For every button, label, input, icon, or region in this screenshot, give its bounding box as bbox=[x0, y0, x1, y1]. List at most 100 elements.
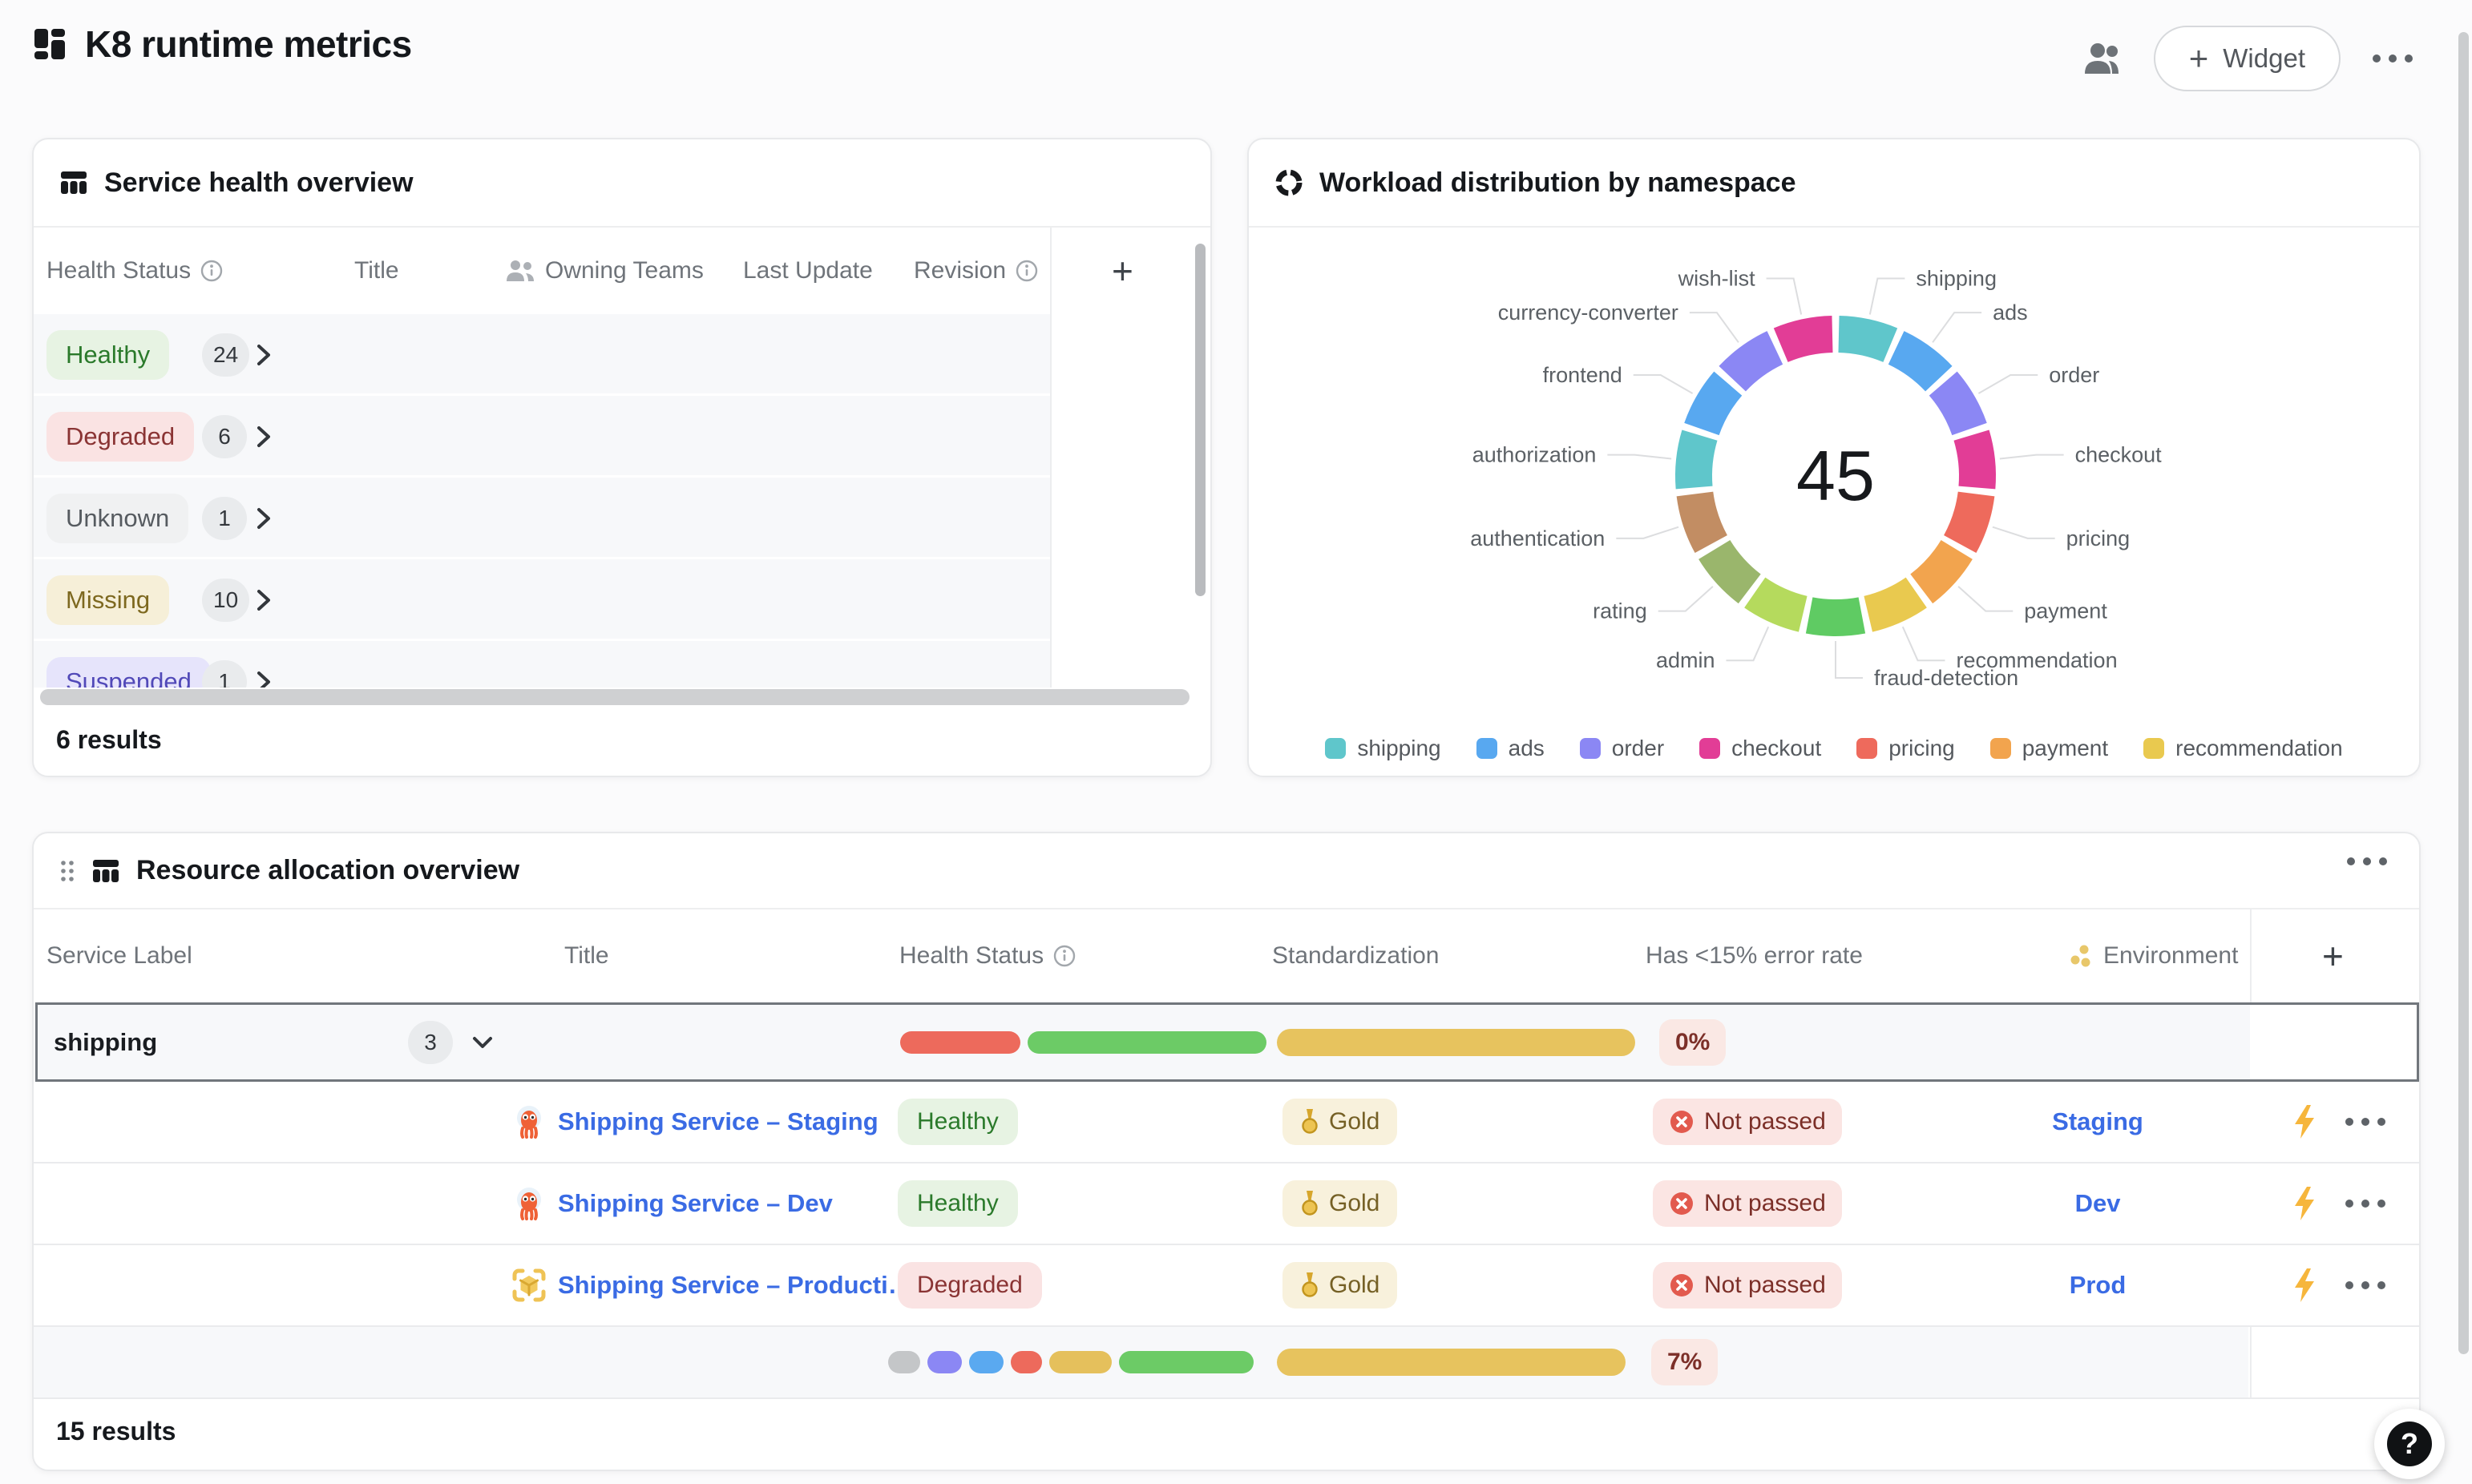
service-link[interactable]: Shipping Service – Staging bbox=[558, 1107, 879, 1136]
chevron-right-icon[interactable] bbox=[255, 668, 273, 688]
donut-segment-currency-converter[interactable] bbox=[1732, 348, 1775, 379]
col-health-status[interactable]: Health Status bbox=[46, 257, 223, 284]
legend-item-payment[interactable]: payment bbox=[1990, 736, 2108, 761]
col-last-update[interactable]: Last Update bbox=[743, 257, 873, 284]
health-group-row[interactable]: Suspended 1 bbox=[34, 641, 1210, 688]
help-button[interactable]: ? bbox=[2374, 1409, 2445, 1479]
chevron-right-icon[interactable] bbox=[255, 505, 273, 532]
resource-allocation-header: Resource allocation overview bbox=[34, 833, 2419, 909]
donut-segment-frontend[interactable] bbox=[1702, 384, 1728, 429]
health-group-row[interactable]: Unknown 1 bbox=[34, 478, 1210, 559]
legend-item-order[interactable]: order bbox=[1580, 736, 1664, 761]
label-leader-line bbox=[1836, 641, 1863, 678]
label-leader-line bbox=[1690, 313, 1739, 342]
page-more-menu[interactable] bbox=[2373, 54, 2413, 63]
legend-item-recommendation[interactable]: recommendation bbox=[2143, 736, 2343, 761]
lightning-icon[interactable] bbox=[2291, 1267, 2318, 1304]
health-distribution-pill bbox=[888, 1351, 920, 1373]
page-scrollbar[interactable] bbox=[2458, 32, 2469, 1354]
donut-segment-payment[interactable] bbox=[1921, 550, 1957, 589]
legend-item-ads[interactable]: ads bbox=[1476, 736, 1545, 761]
service-row[interactable]: Shipping Service – Staging Healthy Gold … bbox=[34, 1082, 2419, 1163]
col-owning-teams[interactable]: Owning Teams bbox=[505, 257, 704, 284]
donut-segment-order[interactable] bbox=[1943, 384, 1969, 429]
horizontal-scrollbar[interactable] bbox=[40, 689, 1190, 705]
environment-link[interactable]: Dev bbox=[2001, 1189, 2194, 1218]
page-header: K8 runtime metrics + Widget bbox=[32, 22, 2440, 95]
health-badge: Healthy bbox=[898, 1099, 1018, 1145]
col-service-label[interactable]: Service Label bbox=[46, 942, 192, 970]
donut-segment-ads[interactable] bbox=[1896, 348, 1939, 379]
health-distribution-pill bbox=[927, 1351, 962, 1373]
col-health-status[interactable]: Health Status bbox=[899, 942, 1076, 970]
donut-segment-admin[interactable] bbox=[1755, 593, 1803, 615]
col-revision[interactable]: Revision bbox=[914, 257, 1038, 284]
vertical-scrollbar[interactable] bbox=[1195, 244, 1206, 596]
medal-icon bbox=[1300, 1272, 1319, 1299]
lightning-icon[interactable] bbox=[2291, 1185, 2318, 1222]
service-row[interactable]: Shipping Service – Dev Healthy Gold Not … bbox=[34, 1163, 2419, 1245]
health-group-row[interactable]: Missing 10 bbox=[34, 559, 1210, 641]
legend-label: pricing bbox=[1888, 736, 1954, 761]
label-leader-line bbox=[1933, 313, 1981, 342]
donut-segment-wish-list[interactable] bbox=[1781, 334, 1832, 345]
environment-link[interactable]: Prod bbox=[2001, 1271, 2194, 1300]
resource-allocation-title: Resource allocation overview bbox=[136, 855, 519, 886]
legend-swatch bbox=[1325, 738, 1346, 759]
legend-swatch bbox=[1476, 738, 1497, 759]
widget-more-menu[interactable] bbox=[2347, 857, 2387, 865]
question-mark-icon: ? bbox=[2387, 1421, 2432, 1466]
service-link[interactable]: Shipping Service – Producti… bbox=[558, 1271, 913, 1300]
drag-handle-icon[interactable] bbox=[59, 859, 75, 883]
row-more-menu[interactable] bbox=[2345, 1281, 2385, 1289]
add-column-button[interactable]: + bbox=[2322, 934, 2344, 978]
health-group-row[interactable]: Degraded 6 bbox=[34, 396, 1210, 478]
legend-item-pricing[interactable]: pricing bbox=[1856, 736, 1954, 761]
donut-segment-fraud-detection[interactable] bbox=[1809, 615, 1862, 618]
legend-label: payment bbox=[2022, 736, 2108, 761]
add-widget-button[interactable]: + Widget bbox=[2154, 26, 2341, 91]
lightning-icon[interactable] bbox=[2291, 1103, 2318, 1140]
info-icon bbox=[1053, 945, 1076, 967]
donut-segment-recommendation[interactable] bbox=[1868, 593, 1917, 615]
row-more-menu[interactable] bbox=[2345, 1200, 2385, 1208]
col-error-rate[interactable]: Has <15% error rate bbox=[1646, 942, 1863, 970]
status-badge: Missing bbox=[46, 575, 169, 625]
workload-chart-widget: Workload distribution by namespace shipp… bbox=[1247, 138, 2421, 777]
label-leader-line bbox=[1870, 279, 1905, 315]
legend-swatch bbox=[1580, 738, 1601, 759]
team-icon bbox=[505, 260, 535, 282]
count-badge: 6 bbox=[202, 415, 247, 458]
count-badge: 10 bbox=[202, 579, 249, 622]
environment-link[interactable]: Staging bbox=[2001, 1107, 2194, 1136]
col-title[interactable]: Title bbox=[564, 942, 609, 970]
donut-segment-shipping[interactable] bbox=[1839, 334, 1890, 345]
col-environment[interactable]: Environment bbox=[2068, 942, 2238, 970]
table-icon bbox=[59, 168, 88, 197]
donut-label-pricing: pricing bbox=[2066, 526, 2131, 550]
label-leader-line bbox=[1958, 587, 2013, 611]
label-leader-line bbox=[1978, 375, 2038, 393]
col-title[interactable]: Title bbox=[354, 257, 399, 284]
health-badge: Degraded bbox=[898, 1262, 1042, 1309]
label-leader-line bbox=[1616, 527, 1678, 538]
chevron-right-icon[interactable] bbox=[255, 341, 273, 369]
count-badge: 3 bbox=[408, 1021, 453, 1064]
donut-segment-rating[interactable] bbox=[1715, 550, 1750, 589]
legend-item-shipping[interactable]: shipping bbox=[1325, 736, 1440, 761]
group-row-partial[interactable]: 7% bbox=[34, 1327, 2419, 1397]
legend-item-checkout[interactable]: checkout bbox=[1699, 736, 1821, 761]
chevron-down-icon[interactable] bbox=[471, 1034, 495, 1050]
service-link[interactable]: Shipping Service – Dev bbox=[558, 1189, 833, 1218]
people-icon[interactable] bbox=[2082, 42, 2122, 75]
health-group-row[interactable]: Healthy 24 bbox=[34, 314, 1210, 396]
chevron-right-icon[interactable] bbox=[255, 587, 273, 614]
health-distribution-pill bbox=[900, 1031, 1020, 1054]
group-row-shipping[interactable]: shipping 3 0% bbox=[35, 1002, 2419, 1082]
legend-label: checkout bbox=[1731, 736, 1821, 761]
service-row[interactable]: Shipping Service – Producti… Degraded Go… bbox=[34, 1245, 2419, 1327]
add-column-button[interactable]: + bbox=[1112, 249, 1133, 292]
chevron-right-icon[interactable] bbox=[255, 423, 273, 450]
row-more-menu[interactable] bbox=[2345, 1118, 2385, 1126]
col-standardization[interactable]: Standardization bbox=[1272, 942, 1439, 970]
